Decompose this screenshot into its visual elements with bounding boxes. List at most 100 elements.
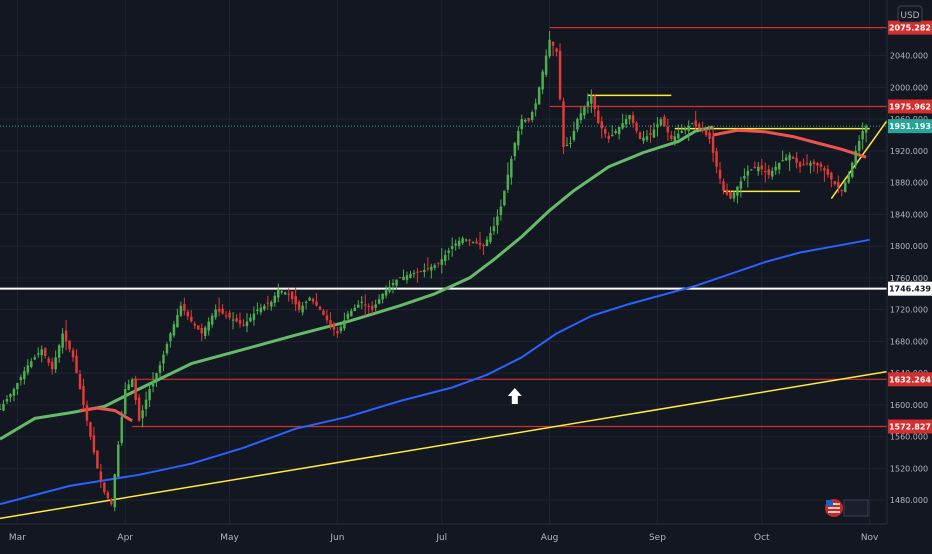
candle-body [172,324,176,336]
candle-body [506,174,510,190]
price-tick-label: 1920.000 [890,147,928,156]
candle-body [412,272,416,274]
candle-body [819,163,823,167]
candle-body [558,50,562,100]
candle-body [5,398,9,402]
price-tick-label: 1880.000 [890,179,928,188]
candle-body [353,307,357,311]
candle-body [325,315,329,321]
candle-body [85,405,89,421]
candle-body [210,315,214,325]
candle-body [266,302,270,304]
price-tick-label: 1800.000 [890,242,928,251]
price-tick-label: 2000.000 [890,83,928,92]
candle-body [823,168,826,171]
candle-body [837,182,840,188]
candle-body [770,170,774,177]
candle-body [586,101,590,106]
candle-body [231,319,235,321]
candle-body [113,474,117,508]
month-tick-label: Mar [9,533,26,543]
month-tick-label: Nov [861,533,879,543]
candle-body [280,291,283,293]
candle-body [332,324,336,330]
price-badge-label: 1572.827 [889,422,931,431]
candle-body [207,321,210,331]
candle-body [534,103,537,110]
candle-body [263,305,266,310]
candle-body [659,119,663,126]
candle-body [833,181,837,185]
currency-button[interactable]: USD [897,5,923,23]
candle-body [579,113,583,121]
candle-body [40,349,43,355]
candle-body [26,365,30,373]
candle-body [377,299,381,304]
candle-body [190,316,193,322]
candle-body [600,121,604,129]
candle-body [297,301,301,310]
month-tick-label: Jul [435,533,447,543]
candle-body [9,394,12,398]
candle-body [71,350,75,358]
candle-body [777,162,781,170]
candle-body [308,297,311,301]
candle-body [61,333,64,348]
candle-body [117,444,120,477]
price-badge [888,372,932,387]
candle-body [548,39,551,57]
candle-body [496,216,499,226]
candle-body [690,123,694,125]
candle-body [715,151,718,167]
candle-body [30,361,33,367]
moving-average-red [712,128,867,159]
price-badge [888,281,932,296]
candle-body [89,422,92,437]
candle-body [64,330,68,342]
candle-body [134,378,137,401]
candle-body [499,206,503,215]
candle-body [277,289,280,298]
price-badge [888,20,932,35]
candle-body [482,244,485,247]
candle-body [739,181,743,189]
candle-body [221,308,224,314]
price-axis[interactable]: 2040.0002000.0001960.0001920.0001880.000… [886,0,932,550]
candle-body [350,310,353,317]
candle-body [565,144,569,146]
candle-body [478,242,482,245]
time-axis[interactable]: Mar Apr May Jun Jul Aug Sep Oct Nov [0,523,887,543]
month-tick-label: Jun [329,533,344,543]
candle-body [708,132,711,139]
candle-body [489,232,492,242]
candle-body [318,306,322,310]
moving-average-blue [0,238,870,506]
candle-body [861,131,864,140]
price-tick-label: 1840.000 [890,210,928,219]
candles [0,31,868,512]
price-badge-label: 1951.193 [889,122,931,131]
price-axis-background [887,0,932,550]
candle-body [725,189,729,195]
candle-body [203,327,207,336]
candle-body [360,301,363,303]
price-badge [888,119,932,134]
candle-body [604,128,607,134]
candle-body [186,311,190,317]
candle-body [447,250,450,253]
candle-body [757,166,760,172]
candle-body [590,95,593,104]
price-tick-label: 1720.000 [890,306,928,315]
candle-body [857,140,861,151]
candle-body [54,357,57,370]
candle-body [50,361,54,370]
candle-body [242,324,245,326]
candle-body [736,186,739,196]
candle-body [844,182,847,192]
candle-body [593,95,597,110]
candle-body [684,128,687,131]
candle-body [137,397,141,421]
